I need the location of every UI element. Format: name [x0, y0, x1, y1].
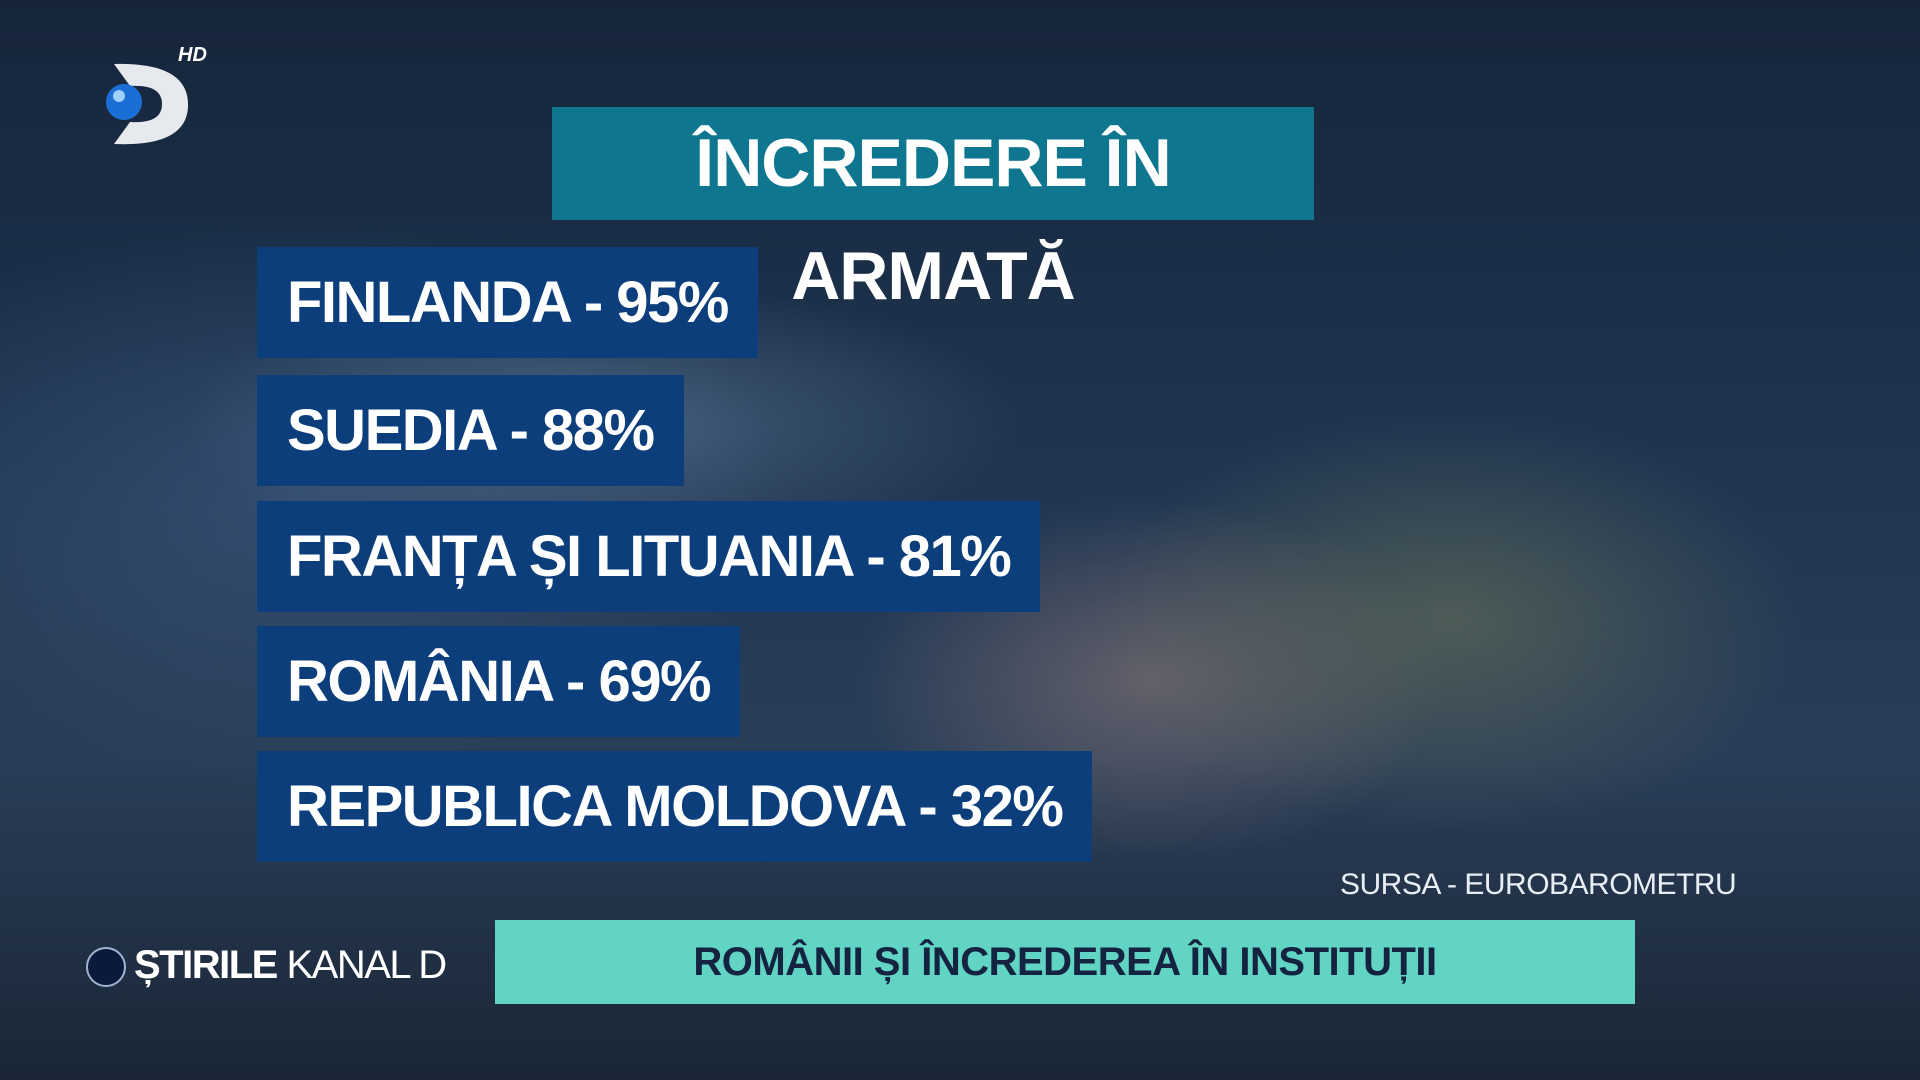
brand: ȘTIRILE KANAL D: [86, 940, 447, 990]
panel-title: ÎNCREDERE ÎN ARMATĂ: [552, 107, 1314, 314]
source: SURSA - EUROBAROMETRU: [1340, 868, 1737, 901]
brand-dot: [86, 947, 126, 988]
logo-shine: [113, 90, 125, 102]
hd-badge: HD: [178, 44, 207, 66]
logo-dot: [106, 84, 142, 120]
channel-logo: [106, 63, 189, 145]
stat-item: REPUBLICA MOLDOVA - 32%: [257, 751, 1093, 862]
stat-item: SUEDIA - 88%: [257, 375, 684, 486]
logo-d: [114, 63, 189, 145]
brand-light: KANAL D: [286, 943, 447, 987]
stat-item: FINLANDA - 95%: [257, 247, 758, 358]
headline-bar: ROMÂNII ȘI ÎNCREDEREA ÎN INSTITUȚII: [495, 920, 1635, 1004]
brand-bold: ȘTIRILE: [134, 943, 278, 987]
stat-item: FRANȚA ȘI LITUANIA - 81%: [257, 501, 1041, 612]
stat-item: ROMÂNIA - 69%: [257, 626, 741, 737]
